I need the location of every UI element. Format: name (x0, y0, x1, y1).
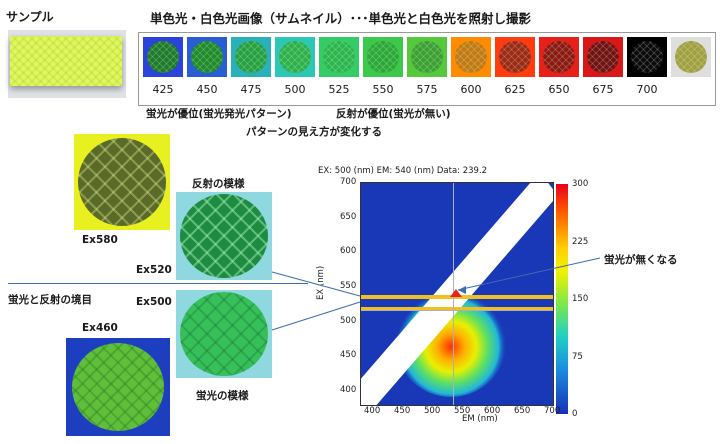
thumbnail-disc (499, 41, 531, 73)
thumbnail-disc (411, 41, 443, 73)
reflection-pattern-label: 反射の模様 (192, 178, 245, 190)
sample-reflector-image (10, 36, 122, 86)
ex580-disc (78, 138, 166, 226)
arrow-head (458, 286, 466, 294)
thumbnail-disc (543, 41, 575, 73)
ex460-image (66, 338, 170, 436)
y-tick: 450 (340, 350, 357, 361)
ex520-label: Ex520 (136, 264, 172, 276)
wavelength-label: 650 (548, 83, 570, 96)
thumbnail-wl-600 (451, 37, 491, 77)
y-tick: 500 (340, 315, 357, 326)
chart-header: EX: 500 (nm) EM: 540 (nm) Data: 239.2 (318, 166, 488, 176)
thumbnail-wl-575 (407, 37, 447, 77)
sample-label: サンプル (6, 10, 54, 24)
wavelength-label: 525 (328, 83, 350, 96)
y-tick: 650 (340, 211, 357, 222)
ex520-disc (180, 194, 268, 278)
ex460-disc (72, 343, 164, 431)
wavelength-label: 550 (372, 83, 394, 96)
wavelength-label: 475 (240, 83, 262, 96)
ex580-label: Ex580 (82, 234, 118, 246)
thumbnail-disc (235, 41, 267, 73)
thumbnail-wl-425 (143, 37, 183, 77)
heatmap-plot (360, 182, 554, 406)
reflection-dominant-label: 反射が優位(蛍光が無い) (336, 108, 451, 120)
thumbnail-wl-675 (583, 37, 623, 77)
thumbnail-wl-500 (275, 37, 315, 77)
thumbnail-disc (631, 41, 663, 73)
x-tick: 650 (514, 406, 531, 416)
connector-lines (271, 257, 601, 331)
wavelength-label: 700 (636, 83, 658, 96)
red-marker (450, 289, 462, 297)
thumbnail-disc (191, 41, 223, 73)
x-tick: 450 (394, 406, 411, 416)
y-tick: 550 (340, 281, 357, 292)
x-tick: 500 (424, 406, 441, 416)
pattern-change-label: パターンの見え方が変化する (246, 126, 382, 138)
colorbar-tick: 150 (572, 294, 589, 304)
ex500-label: Ex500 (136, 296, 172, 308)
thumbnail-wl-550 (363, 37, 403, 77)
thumbnail-wl-450 (187, 37, 227, 77)
boundary-label: 蛍光と反射の境目 (8, 294, 92, 306)
fluorescence-pattern-label: 蛍光の模様 (196, 390, 249, 402)
wavelength-label: 600 (460, 83, 482, 96)
thumbnail-disc (323, 41, 355, 73)
ex520-highlight-bar (361, 295, 553, 299)
colorbar-tick: 300 (572, 179, 589, 189)
colorbar-tick: 75 (572, 351, 583, 362)
thumbnail-wl-650 (539, 37, 579, 77)
fluorescence-dominant-label: 蛍光が優位(蛍光発光パターン) (146, 108, 292, 120)
wavelength-label: 675 (592, 83, 614, 96)
colorbar-tick: 225 (572, 236, 589, 247)
x-tick: 550 (454, 406, 471, 416)
thumbnail-disc (455, 41, 487, 73)
wavelength-label: 450 (196, 83, 218, 96)
y-tick: 400 (340, 385, 357, 396)
thumbnail-wl-525 (319, 37, 359, 77)
thumbnail-wl-475 (231, 37, 271, 77)
link-ex500 (271, 301, 361, 331)
no-fluorescence-label: 蛍光が無くなる (604, 254, 678, 266)
x-tick: 600 (484, 406, 501, 416)
wavelength-label: 425 (152, 83, 174, 96)
ex500-image (176, 290, 272, 378)
ex580-image (74, 134, 170, 230)
colorbar-tick: 0 (572, 409, 578, 419)
link-ex520 (271, 271, 361, 297)
thumbnail-disc (587, 41, 619, 73)
wavelength-label: 625 (504, 83, 526, 96)
thumbnail-wl-625 (495, 37, 535, 77)
ex520-image (176, 192, 272, 280)
boundary-line (8, 283, 308, 284)
thumbnail-strip: 425 450 475 500 525 550 575 600 625 650 675 700 (138, 32, 716, 106)
ex460-label: Ex460 (82, 322, 118, 334)
y-tick: 700 (340, 177, 357, 187)
thumbnail-title: 単色光・白色光画像（サムネイル）･･･単色光と白色光を照射し撮影 (150, 11, 532, 26)
x-tick: 700 (544, 406, 561, 416)
thumbnail-disc (147, 41, 179, 73)
ex500-highlight-bar (361, 307, 553, 311)
cursor-ex-line (361, 310, 553, 311)
thumbnail-wl-700 (627, 37, 667, 77)
y-tick: 600 (340, 246, 357, 257)
arrow-no-fluorescence (457, 257, 601, 291)
thumbnail-disc (367, 41, 399, 73)
thumbnail-disc (279, 41, 311, 73)
thumbnail-disc (675, 41, 707, 73)
thumbnail-white (671, 37, 711, 77)
wavelength-label: 500 (284, 83, 306, 96)
colorbar (556, 184, 568, 414)
ex500-disc (180, 292, 268, 376)
x-tick: 400 (364, 406, 381, 416)
x-axis-label: EM (nm) (462, 414, 498, 424)
wavelength-label: 575 (416, 83, 438, 96)
